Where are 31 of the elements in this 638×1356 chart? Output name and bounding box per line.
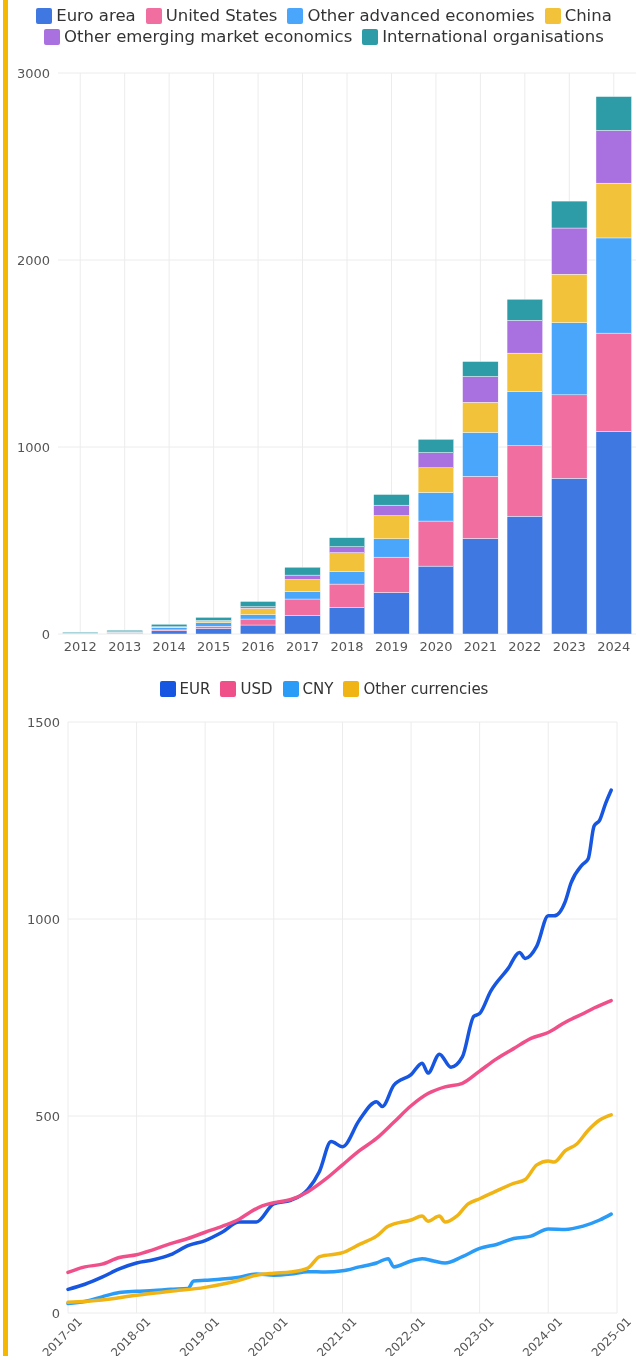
x-tick-label: 2023 <box>552 639 586 655</box>
legend-label: Euro area <box>56 6 136 25</box>
y-tick-label: 2000 <box>16 252 50 268</box>
legend-label: Other advanced economies <box>307 6 535 25</box>
y-tick-label: 1500 <box>26 714 60 730</box>
x-tick-label: 2017 <box>285 639 320 655</box>
x-tick-label: 2015 <box>197 639 231 655</box>
y-tick-label: 1000 <box>26 911 60 927</box>
y-tick-label: 1000 <box>16 439 50 455</box>
legend-label: EUR <box>179 680 211 698</box>
x-tick-label: 2021 <box>463 639 497 655</box>
x-tick-label: 2024 <box>597 639 631 655</box>
x-tick-label: 2022 <box>508 639 542 655</box>
x-tick-label: 2016 <box>241 639 275 655</box>
x-tick-label: 2020 <box>419 639 453 655</box>
legend-label: Other currencies <box>363 680 489 698</box>
legend-label: CNY <box>302 680 334 698</box>
y-tick-label: 0 <box>51 1305 60 1321</box>
x-tick-label: 2012 <box>63 639 97 655</box>
legend-label: International organisations <box>382 27 604 46</box>
y-tick-label: 500 <box>35 1108 60 1124</box>
legend-label: USD <box>240 680 273 698</box>
legend-label: China <box>564 6 612 25</box>
y-tick-label: 3000 <box>16 65 50 81</box>
y-tick-label: 0 <box>41 626 50 642</box>
x-tick-label: 2018 <box>330 639 364 655</box>
legend-label: United States <box>165 6 278 25</box>
x-tick-label: 2019 <box>374 639 409 655</box>
legend-label: Other emerging market economics <box>64 27 353 46</box>
x-tick-label: 2013 <box>108 639 142 655</box>
x-tick-label: 2014 <box>152 639 186 655</box>
